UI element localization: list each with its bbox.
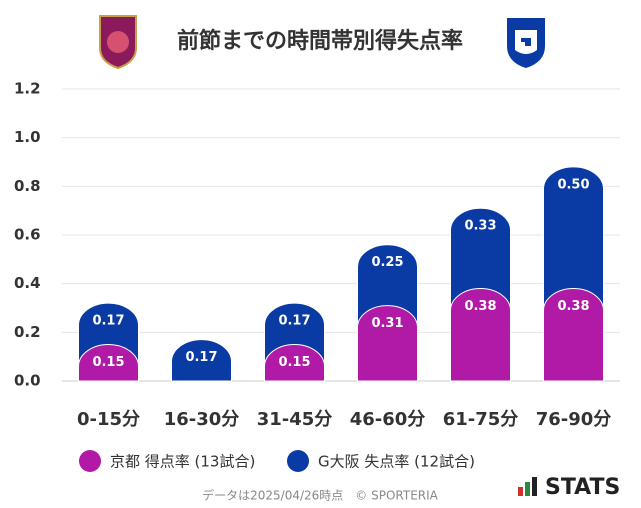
- bar-segment: [357, 305, 418, 382]
- data-label: 0.17: [278, 314, 310, 329]
- bar-segment: [171, 339, 232, 382]
- x-tick-label: 76-90分: [536, 409, 612, 430]
- y-tick-label: 0.0: [14, 372, 41, 390]
- x-tick-label: 61-75分: [443, 409, 519, 430]
- x-tick-label: 0-15分: [77, 409, 140, 430]
- data-label: 0.15: [92, 355, 124, 370]
- brand: STATS: [545, 475, 620, 500]
- data-label: 0.25: [371, 255, 403, 270]
- y-tick-label: 0.2: [14, 323, 41, 341]
- data-label: 0.17: [92, 314, 124, 329]
- y-tick-label: 1.2: [14, 80, 41, 98]
- data-label: 0.38: [557, 299, 589, 314]
- data-label: 0.17: [185, 350, 217, 365]
- bar-segment: [264, 344, 325, 382]
- bar-segment: [78, 344, 139, 382]
- chart-title: 前節までの時間帯別得失点率: [177, 28, 463, 54]
- y-tick-label: 0.6: [14, 226, 41, 244]
- legend-swatch: [79, 450, 101, 472]
- data-label: 0.31: [371, 316, 403, 331]
- brand-logo: [518, 477, 537, 496]
- y-tick-label: 1.0: [14, 128, 41, 146]
- bar-segment: [450, 288, 511, 382]
- x-tick-label: 16-30分: [164, 409, 240, 430]
- legend-label: 京都 得点率 (13試合): [110, 453, 255, 471]
- bar-segment: [543, 288, 604, 382]
- legend-swatch: [287, 450, 309, 472]
- data-label: 0.15: [278, 355, 310, 370]
- gamba-logo: [507, 18, 545, 68]
- data-label: 0.33: [464, 219, 496, 234]
- x-tick-label: 31-45分: [257, 409, 333, 430]
- y-tick-label: 0.8: [14, 177, 41, 195]
- kyoto-logo: [99, 15, 137, 70]
- footnote: データは2025/04/26時点 © SPORTERIA: [202, 488, 439, 503]
- data-label: 0.50: [557, 177, 589, 192]
- legend-label: G大阪 失点率 (12試合): [318, 453, 475, 471]
- y-tick-label: 0.4: [14, 274, 41, 292]
- x-tick-label: 46-60分: [350, 409, 426, 430]
- data-label: 0.38: [464, 299, 496, 314]
